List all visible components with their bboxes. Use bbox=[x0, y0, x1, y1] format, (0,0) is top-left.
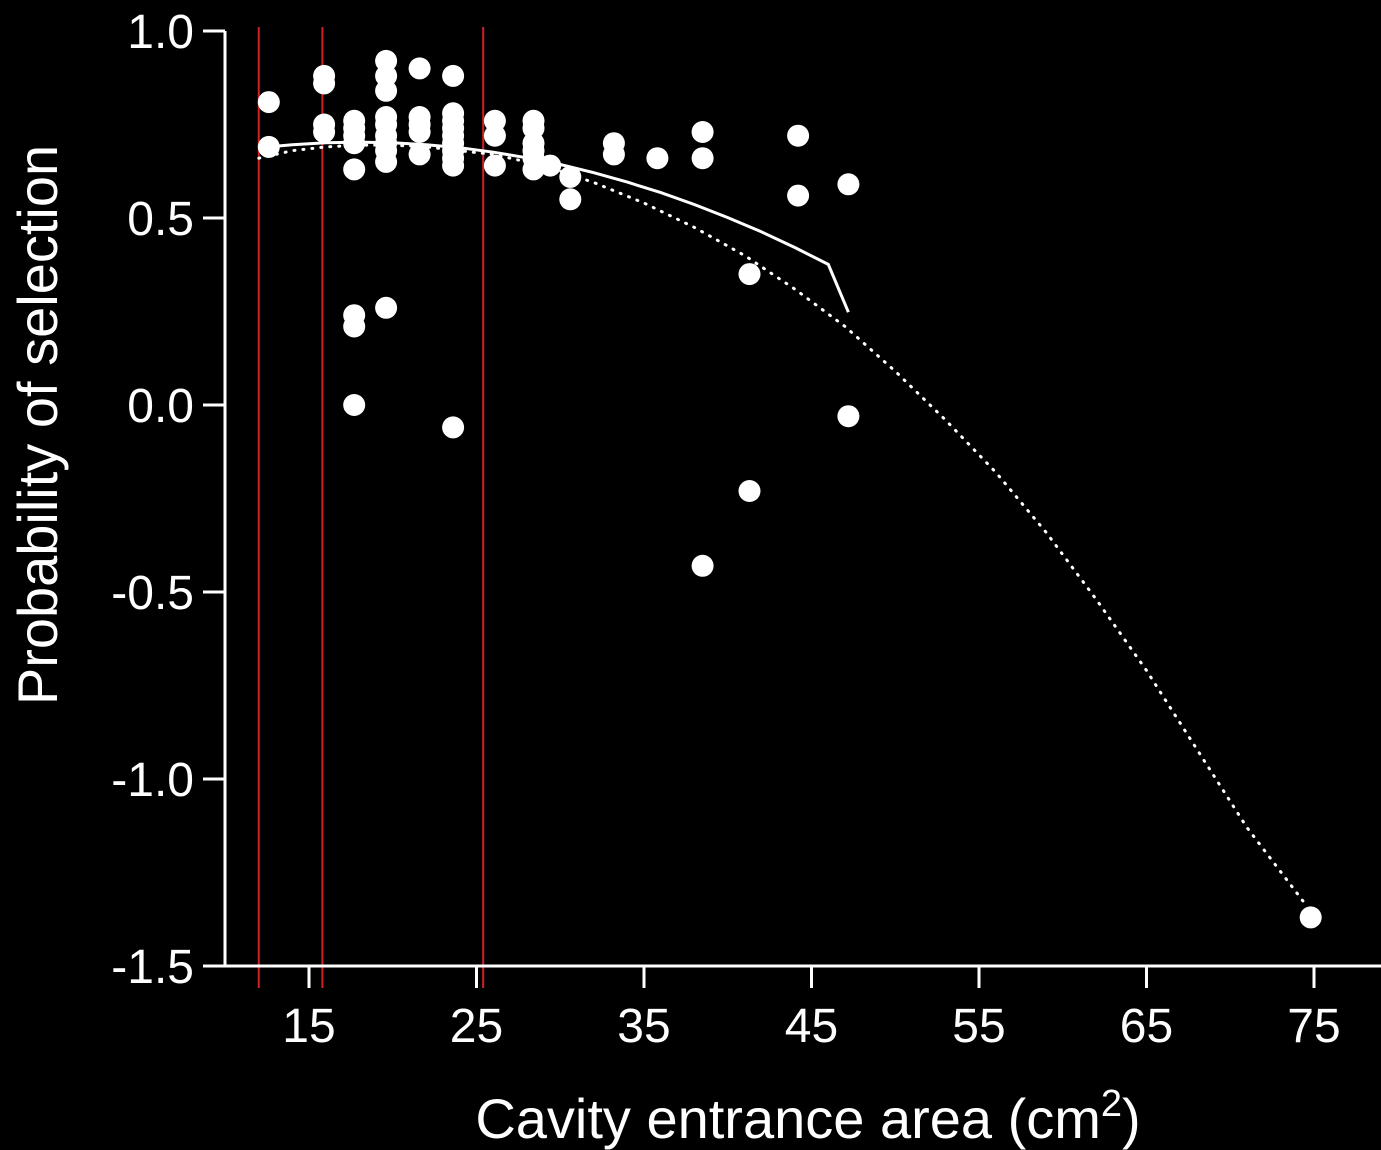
x-tick-label: 25 bbox=[450, 1000, 503, 1053]
data-point bbox=[691, 121, 714, 143]
data-point bbox=[408, 143, 431, 166]
data-point bbox=[375, 150, 398, 173]
data-point bbox=[375, 296, 398, 319]
x-tick-label: 35 bbox=[617, 1000, 670, 1053]
data-point bbox=[646, 147, 669, 170]
data-point bbox=[375, 79, 398, 102]
data-point bbox=[343, 132, 366, 155]
x-axis-ticks: 15 25 35 45 55 65 75 bbox=[282, 966, 1341, 1053]
data-point bbox=[442, 64, 465, 87]
reference-lines bbox=[257, 27, 485, 988]
y-tick-label: -1.0 bbox=[111, 754, 194, 807]
data-point bbox=[442, 416, 465, 439]
data-point bbox=[483, 124, 506, 147]
dotted-fit-curve bbox=[257, 143, 1306, 904]
data-point bbox=[257, 91, 280, 114]
data-point bbox=[559, 188, 582, 211]
data-point bbox=[787, 184, 810, 207]
x-tick-label: 15 bbox=[282, 1000, 335, 1053]
data-point bbox=[738, 480, 761, 502]
x-tick-label: 75 bbox=[1287, 1000, 1340, 1053]
data-point bbox=[343, 315, 366, 338]
data-point bbox=[787, 124, 810, 147]
y-tick-label: 0.0 bbox=[127, 380, 194, 433]
fit-curves bbox=[257, 140, 1306, 904]
data-point bbox=[257, 135, 280, 158]
data-point bbox=[522, 158, 545, 181]
data-points bbox=[257, 49, 1322, 929]
x-tick-label: 55 bbox=[952, 1000, 1005, 1053]
data-point bbox=[559, 165, 582, 188]
y-tick-label: 1.0 bbox=[127, 6, 194, 59]
x-tick-label: 45 bbox=[785, 1000, 838, 1053]
x-axis-title-superscript: 2 bbox=[1101, 1083, 1122, 1125]
y-axis-title: Probability of selection bbox=[6, 145, 69, 705]
data-point bbox=[602, 143, 625, 166]
data-point bbox=[1299, 906, 1322, 929]
data-point bbox=[408, 57, 431, 80]
data-point bbox=[738, 263, 761, 286]
data-point bbox=[313, 72, 336, 95]
data-point bbox=[408, 121, 431, 143]
data-point bbox=[539, 154, 562, 177]
data-point bbox=[483, 154, 506, 177]
y-axis-ticks: 1.0 0.5 0.0 -0.5 -1.0 -1.5 bbox=[111, 6, 225, 994]
data-point bbox=[313, 121, 336, 143]
data-point bbox=[343, 394, 366, 416]
data-point bbox=[442, 154, 465, 177]
y-tick-label: 0.5 bbox=[127, 193, 194, 246]
data-point bbox=[343, 158, 366, 181]
y-tick-label: -1.5 bbox=[111, 941, 194, 994]
data-point bbox=[691, 147, 714, 170]
data-point bbox=[837, 405, 860, 428]
x-axis-title: Cavity entrance area (cm2) bbox=[475, 1083, 1140, 1150]
data-point bbox=[837, 173, 860, 196]
x-axis-title-text: Cavity entrance area (cm bbox=[475, 1087, 1101, 1150]
data-point bbox=[691, 554, 714, 577]
x-axis-title-suffix: ) bbox=[1122, 1087, 1141, 1150]
y-tick-label: -0.5 bbox=[111, 567, 194, 620]
x-tick-label: 65 bbox=[1120, 1000, 1173, 1053]
